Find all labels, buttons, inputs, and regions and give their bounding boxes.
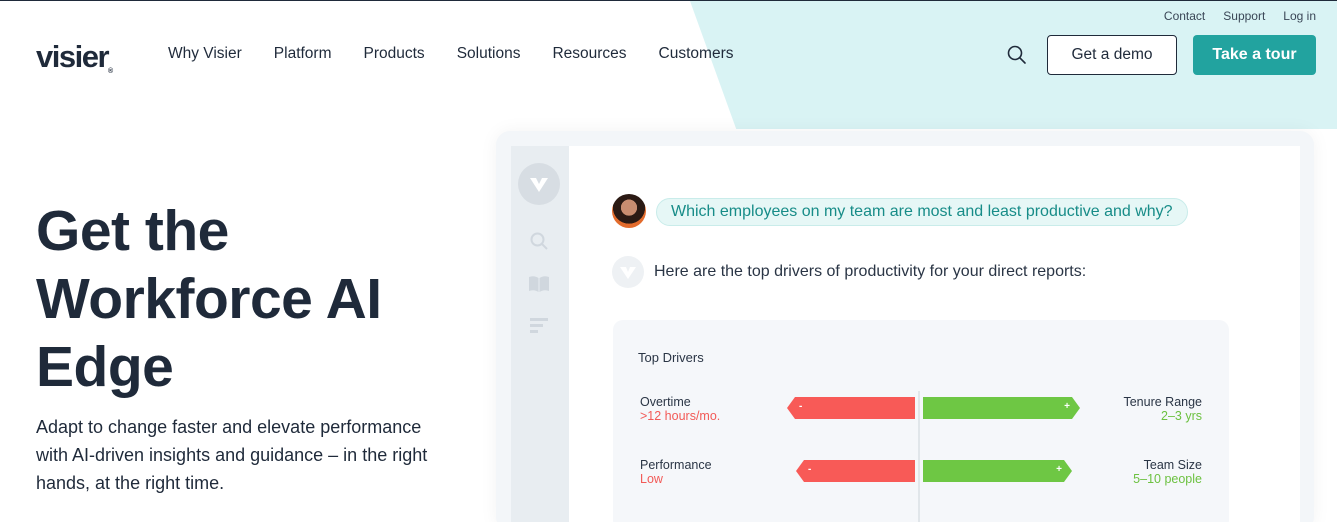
minus-sign: - (799, 401, 803, 412)
sidebar-list-icon[interactable] (527, 314, 551, 336)
logo-text: visier (36, 39, 110, 74)
hero-subtitle: Adapt to change faster and elevate perfo… (36, 417, 428, 493)
driver-neg-label: Overtime >12 hours/mo. (640, 395, 720, 423)
driver-neg-label: Performance Low (640, 458, 712, 486)
driver-pos-name: Team Size (1143, 458, 1202, 472)
nav-platform[interactable]: Platform (273, 45, 332, 62)
visier-logo[interactable]: visier® (36, 39, 113, 75)
app-sidebar (511, 146, 569, 522)
search-icon[interactable] (1006, 44, 1028, 66)
driver-neg-name: Performance (640, 458, 712, 472)
top-drivers-title: Top Drivers (638, 350, 704, 365)
logo-registered-mark: ® (108, 68, 114, 75)
top-drivers-panel (613, 320, 1229, 522)
assistant-answer: Here are the top drivers of productivity… (654, 263, 1087, 280)
plus-sign: + (1056, 464, 1062, 475)
positive-driver-bar: + (923, 460, 1072, 482)
nav-customers[interactable]: Customers (658, 45, 734, 62)
support-link[interactable]: Support (1223, 9, 1266, 23)
driver-pos-value: 5–10 people (1133, 472, 1202, 486)
positive-driver-bar: + (923, 397, 1080, 419)
negative-driver-bar: - (787, 397, 915, 419)
nav-resources[interactable]: Resources (552, 45, 627, 62)
login-link[interactable]: Log in (1283, 9, 1316, 23)
minus-sign: - (808, 464, 812, 475)
nav-why-visier[interactable]: Why Visier (168, 45, 242, 62)
visier-mark-icon (518, 163, 560, 205)
drivers-center-line (918, 391, 920, 522)
sidebar-search-icon[interactable] (527, 230, 551, 252)
get-a-demo-button[interactable]: Get a demo (1047, 35, 1177, 75)
driver-pos-value: 2–3 yrs (1161, 409, 1202, 423)
plus-sign: + (1064, 401, 1070, 412)
assistant-icon (612, 256, 644, 288)
nav-products[interactable]: Products (363, 45, 425, 62)
sidebar-book-icon[interactable] (527, 273, 551, 295)
hero-title: Get the Workforce AI Edge (36, 199, 382, 399)
driver-neg-name: Overtime (640, 395, 691, 409)
user-question-bubble: Which employees on my team are most and … (656, 198, 1188, 226)
take-a-tour-button[interactable]: Take a tour (1193, 35, 1316, 75)
nav-solutions[interactable]: Solutions (456, 45, 521, 62)
negative-driver-bar: - (796, 460, 915, 482)
utility-nav: Contact Support Log in (1164, 9, 1316, 23)
user-avatar (612, 194, 646, 228)
main-nav: Why Visier Platform Products Solutions R… (168, 45, 733, 63)
driver-pos-label: Tenure Range 2–3 yrs (1123, 395, 1202, 423)
driver-pos-label: Team Size 5–10 people (1133, 458, 1202, 486)
contact-link[interactable]: Contact (1163, 9, 1206, 23)
driver-neg-value: >12 hours/mo. (640, 409, 721, 423)
driver-neg-value: Low (640, 472, 663, 486)
driver-pos-name: Tenure Range (1123, 395, 1202, 409)
